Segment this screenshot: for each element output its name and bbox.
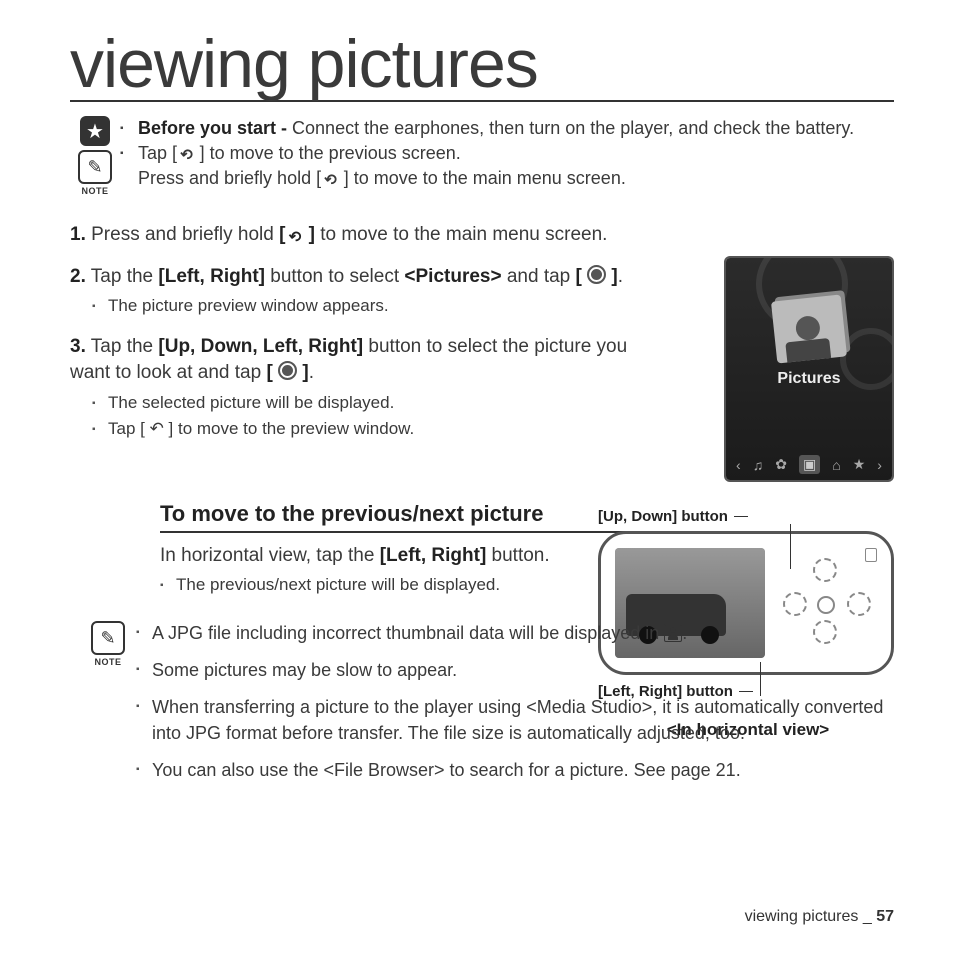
step-2-sub-1: The picture preview window appears. — [92, 295, 670, 318]
pictures-thumb-icon — [771, 295, 847, 364]
note-label: NOTE — [94, 657, 121, 667]
page-title: viewing pictures — [70, 30, 894, 102]
placeholder-image-icon — [664, 624, 682, 642]
intro-row: ★ ✎ NOTE Before you start - Connect the … — [70, 116, 894, 196]
subsection-p1: In horizontal view, tap the [Left, Right… — [160, 543, 640, 569]
updown-label: [Up, Down] button — [598, 508, 898, 525]
subsection-bullet-1: The previous/next picture will be displa… — [160, 575, 640, 595]
note-2: Some pictures may be slow to appear. — [136, 658, 894, 683]
horizontal-device-icon — [598, 531, 894, 675]
manual-page: viewing pictures ★ ✎ NOTE Before you sta… — [0, 0, 954, 954]
before-start-rest: Connect the earphones, then turn on the … — [292, 118, 854, 138]
notes-icons: ✎ NOTE — [80, 621, 136, 795]
step-3-sub-2: Tap [ ↶ ] to move to the preview window. — [92, 418, 670, 441]
steps-list: 1. Press and briefly hold [ ↻ ] to move … — [70, 222, 670, 441]
tip-line-1: Tap [ ↻ ] to move to the previous screen… — [120, 141, 854, 191]
note-4: You can also use the <File Browser> to s… — [136, 758, 894, 783]
select-icon — [587, 265, 606, 284]
subsection-text: To move to the previous/next picture In … — [160, 501, 640, 599]
subsection-heading: To move to the previous/next picture — [160, 501, 640, 533]
before-start-line: Before you start - Connect the earphones… — [120, 116, 854, 141]
star-icon: ★ — [80, 116, 110, 146]
step-3-sub-1: The selected picture will be displayed. — [92, 392, 670, 415]
note-label: NOTE — [81, 186, 108, 196]
device-screen: Pictures ‹ ♫ ✿ ▣ ⌂ ★ › — [726, 258, 892, 480]
step-1: 1. Press and briefly hold [ ↻ ] to move … — [70, 222, 670, 248]
note-3: When transferring a picture to the playe… — [136, 695, 894, 745]
intro-text: Before you start - Connect the earphones… — [120, 116, 854, 192]
select-icon — [278, 361, 297, 380]
device-menu-row: ‹ ♫ ✿ ▣ ⌂ ★ › — [726, 455, 892, 474]
step-2: 2. Tap the [Left, Right] button to selec… — [70, 264, 670, 319]
step-3: 3. Tap the [Up, Down, Left, Right] butto… — [70, 334, 670, 441]
pencil-icon: ✎ — [78, 150, 112, 184]
note-1: A JPG file including incorrect thumbnail… — [136, 621, 894, 646]
intro-icons: ★ ✎ NOTE — [70, 116, 120, 196]
page-footer: viewing pictures _ 57 — [745, 908, 894, 926]
pencil-icon: ✎ — [91, 621, 125, 655]
before-start-bold: Before you start - — [138, 118, 292, 138]
